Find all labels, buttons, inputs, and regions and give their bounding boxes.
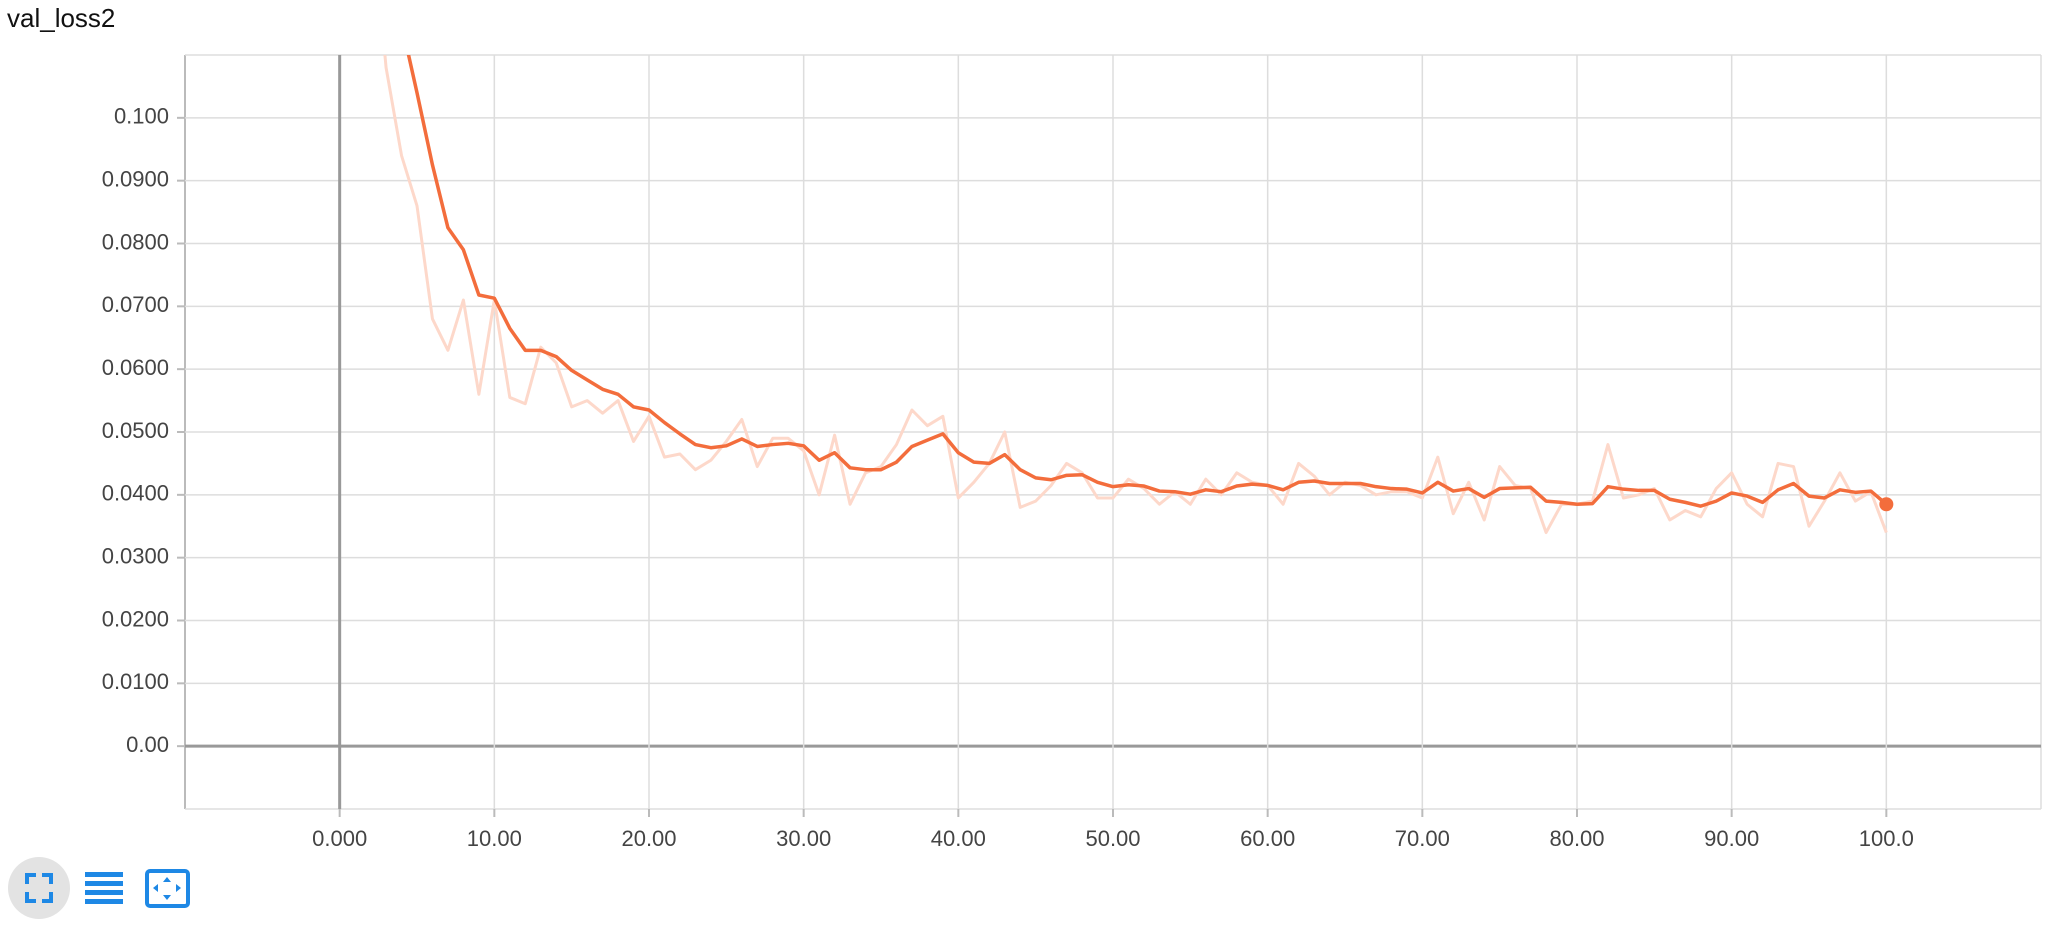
grid: 0.00 0.0100 0.0200 0.0300 0.0400 0.0500 0.0600…	[102, 54, 2042, 851]
x-tick-label: 30.00	[776, 826, 831, 851]
x-tick-label: 90.00	[1704, 826, 1759, 851]
x-tick-label: 40.00	[931, 826, 986, 851]
x-tick-label: 80.00	[1549, 826, 1604, 851]
x-tick-label: 70.00	[1395, 826, 1450, 851]
y-tick-label: 0.0500	[102, 418, 169, 443]
data-table-button[interactable]	[85, 872, 123, 904]
y-tick-label: 0.0800	[102, 229, 169, 254]
y-tick-label: 0.0100	[102, 669, 169, 694]
series-line	[383, 55, 1888, 535]
x-tick-label: 60.00	[1240, 826, 1295, 851]
x-tick-label: 0.000	[312, 826, 367, 851]
y-tick-label: 0.0200	[102, 606, 169, 631]
x-tick-label: 10.00	[467, 826, 522, 851]
x-tick-label: 100.0	[1859, 826, 1914, 851]
plot-area	[383, 55, 1894, 535]
x-tick-label: 20.00	[621, 826, 676, 851]
fullscreen-button[interactable]	[8, 857, 70, 919]
y-tick-label: 0.0300	[102, 543, 169, 568]
chart-title: val_loss2	[7, 3, 115, 33]
series-line	[406, 55, 1888, 508]
y-tick-label: 0.00	[126, 732, 169, 757]
y-tick-label: 0.0600	[102, 355, 169, 380]
y-tick-label: 0.100	[114, 104, 169, 129]
last-point-marker	[1879, 497, 1894, 512]
y-tick-label: 0.0400	[102, 481, 169, 506]
fit-domain-button[interactable]	[145, 869, 190, 908]
y-tick-label: 0.0900	[102, 166, 169, 191]
x-tick-label: 50.00	[1085, 826, 1140, 851]
y-tick-label: 0.0700	[102, 292, 169, 317]
toolbar	[8, 857, 190, 919]
fullscreen-icon	[25, 873, 53, 903]
